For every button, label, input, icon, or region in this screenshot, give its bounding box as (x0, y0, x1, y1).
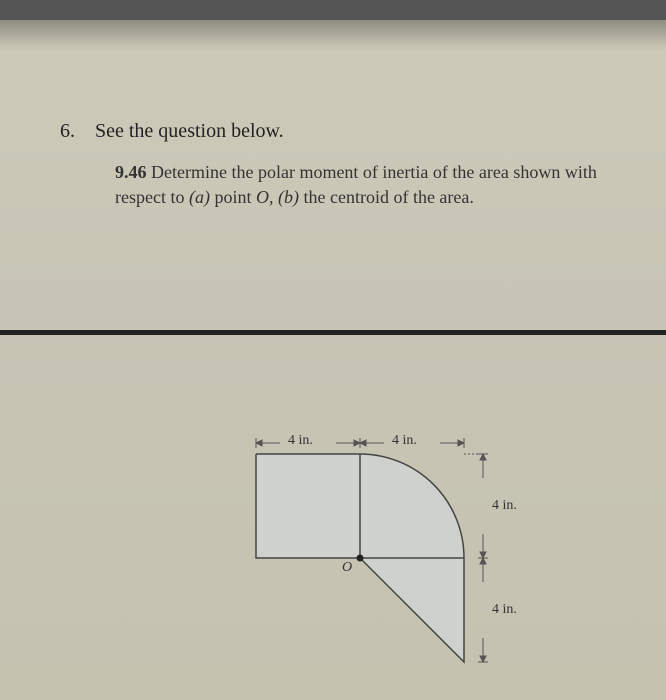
dim-right-group (464, 454, 488, 662)
sub-question: 9.46 Determine the polar moment of inert… (115, 160, 615, 210)
top-bar (0, 0, 666, 20)
horizontal-divider (0, 330, 666, 335)
dim-right-top-label: 4 in. (492, 498, 517, 514)
problem-number: 9.46 (115, 162, 147, 182)
dim-top-right-label: 4 in. (392, 433, 417, 449)
origin-dot (357, 555, 364, 562)
part-b-text: the centroid of the area. (299, 187, 474, 207)
page-container: 6. See the question below. 9.46 Determin… (0, 0, 666, 700)
point-o: O, (256, 187, 278, 207)
figure-svg (240, 430, 520, 670)
part-a-label: (a) (189, 187, 210, 207)
top-shadow (0, 20, 666, 50)
arrow-down-icon (480, 656, 486, 662)
part-a-text: point (210, 187, 256, 207)
part-b-label: (b) (278, 187, 299, 207)
arrow-up-icon (480, 454, 486, 460)
dim-right-bottom-label: 4 in. (492, 602, 517, 618)
question-number: 6. (60, 120, 75, 143)
arrow-left-icon (360, 440, 366, 446)
arrow-right-icon (458, 440, 464, 446)
origin-label: O (342, 560, 352, 576)
arrow-up-icon (480, 558, 486, 564)
arrow-left-icon (256, 440, 262, 446)
dim-top-left-label: 4 in. (288, 433, 313, 449)
shape-group (256, 454, 464, 662)
geometry-figure: 4 in. 4 in. 4 in. 4 in. O (240, 430, 520, 670)
question-lead: See the question below. (95, 120, 284, 143)
